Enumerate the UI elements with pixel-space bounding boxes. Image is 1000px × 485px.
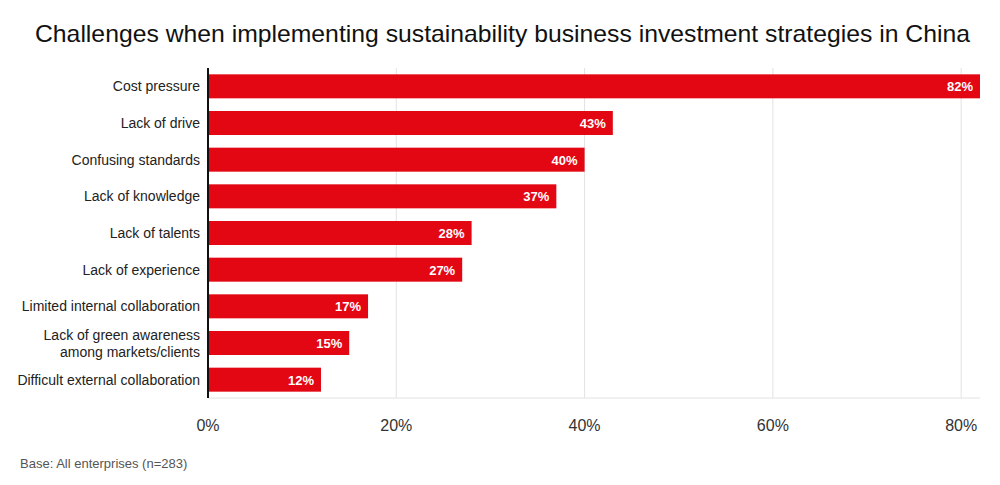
bar [208,294,368,318]
category-label-line: Difficult external collaboration [17,372,200,388]
category-label-line: Lack of experience [82,262,200,278]
category-label-line: Cost pressure [113,78,200,94]
grid-line [961,68,962,398]
category-label: Limited internal collaboration [22,298,200,314]
bar [208,74,980,98]
data-label: 82% [947,79,973,94]
y-axis-line [207,68,209,398]
category-label: Lack of talents [110,225,200,241]
category-label: Lack of experience [82,262,200,278]
data-label: 40% [552,153,578,168]
category-label: Cost pressure [113,78,200,94]
data-label: 17% [335,299,361,314]
footnote: Base: All enterprises (n=283) [20,456,187,471]
bar [208,331,349,355]
data-label: 43% [580,116,606,131]
category-label: Lack of knowledge [84,188,200,204]
title: Challenges when implementing sustainabil… [35,20,971,47]
chart: Challenges when implementing sustainabil… [0,0,1000,485]
labels: Cost pressure 82% Lack of drive 43% Confusin… [17,78,973,387]
data-label: 27% [429,263,455,278]
category-label-line: Confusing standards [72,152,200,168]
category-label: Difficult external collaboration [17,372,200,388]
bar [208,221,472,245]
tick-label: 60% [757,417,789,434]
bar [208,184,556,208]
tick-label: 80% [945,417,977,434]
category-label-line: among markets/clients [60,344,200,360]
grid-line [772,68,773,398]
category-label-line: Lack of green awareness [44,327,200,343]
category-label-line: Lack of talents [110,225,200,241]
tick-label: 0% [196,417,219,434]
tick-label: 20% [380,417,412,434]
category-label-line: Limited internal collaboration [22,298,200,314]
data-label: 37% [523,189,549,204]
bars [208,74,980,391]
data-label: 28% [439,226,465,241]
bar [208,368,321,392]
data-label: 12% [288,373,314,388]
category-label: Lack of drive [121,115,201,131]
category-label: Confusing standards [72,152,200,168]
bar [208,148,585,172]
data-label: 15% [316,336,342,351]
bar [208,111,613,135]
category-label: Lack of green awarenessamong markets/cli… [44,327,200,360]
x-axis-line [208,398,980,399]
category-label-line: Lack of drive [121,115,201,131]
tick-label: 40% [569,417,601,434]
category-label-line: Lack of knowledge [84,188,200,204]
grid-line [208,68,209,398]
bar [208,258,462,282]
